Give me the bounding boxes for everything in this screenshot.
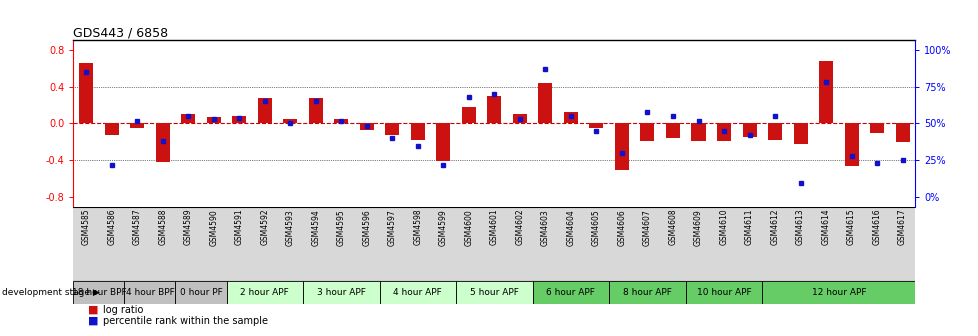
Bar xyxy=(257,98,272,124)
Text: GSM4592: GSM4592 xyxy=(260,209,269,246)
Bar xyxy=(436,124,450,161)
Bar xyxy=(411,124,424,140)
Bar xyxy=(206,117,220,124)
Text: GSM4612: GSM4612 xyxy=(770,209,778,245)
Text: 12 hour APF: 12 hour APF xyxy=(811,288,866,297)
Text: GSM4614: GSM4614 xyxy=(821,209,829,246)
Text: GSM4597: GSM4597 xyxy=(387,209,396,246)
Text: ■: ■ xyxy=(88,316,99,326)
Text: GSM4587: GSM4587 xyxy=(133,209,142,246)
Text: GSM4606: GSM4606 xyxy=(617,209,626,246)
Bar xyxy=(283,119,297,124)
Text: GSM4613: GSM4613 xyxy=(795,209,804,246)
Text: GSM4602: GSM4602 xyxy=(514,209,524,246)
Text: GSM4603: GSM4603 xyxy=(541,209,550,246)
Bar xyxy=(308,98,323,124)
Bar xyxy=(762,281,914,304)
Text: GSM4610: GSM4610 xyxy=(719,209,728,246)
Bar xyxy=(640,124,654,141)
Bar xyxy=(895,124,909,142)
Text: 4 hour APF: 4 hour APF xyxy=(393,288,442,297)
Bar xyxy=(333,119,348,124)
Bar xyxy=(512,114,526,124)
Text: GSM4590: GSM4590 xyxy=(209,209,218,246)
Bar xyxy=(538,83,552,124)
Text: 5 hour APF: 5 hour APF xyxy=(469,288,518,297)
Text: 4 hour BPF: 4 hour BPF xyxy=(125,288,174,297)
Bar xyxy=(385,124,399,135)
Bar xyxy=(741,124,756,137)
Text: GSM4593: GSM4593 xyxy=(286,209,294,246)
Bar xyxy=(303,281,379,304)
Bar xyxy=(614,124,628,170)
Bar xyxy=(462,107,475,124)
Text: GSM4617: GSM4617 xyxy=(897,209,907,246)
Bar xyxy=(844,124,858,166)
Text: GSM4615: GSM4615 xyxy=(846,209,855,246)
Text: GSM4601: GSM4601 xyxy=(489,209,499,246)
Bar xyxy=(360,124,374,130)
Text: 8 hour APF: 8 hour APF xyxy=(622,288,671,297)
Text: 6 hour APF: 6 hour APF xyxy=(546,288,595,297)
Bar xyxy=(232,116,246,124)
Text: GSM4607: GSM4607 xyxy=(643,209,651,246)
Text: GSM4586: GSM4586 xyxy=(107,209,116,246)
Bar xyxy=(130,124,144,128)
Text: GSM4595: GSM4595 xyxy=(336,209,345,246)
Bar xyxy=(379,281,456,304)
Text: GSM4594: GSM4594 xyxy=(311,209,320,246)
Text: GSM4608: GSM4608 xyxy=(668,209,677,246)
Text: ■: ■ xyxy=(88,305,99,315)
Bar xyxy=(156,124,169,162)
Text: GSM4609: GSM4609 xyxy=(693,209,702,246)
Text: 3 hour APF: 3 hour APF xyxy=(317,288,366,297)
Text: percentile rank within the sample: percentile rank within the sample xyxy=(103,316,268,326)
Bar xyxy=(181,114,195,124)
Text: GSM4605: GSM4605 xyxy=(592,209,600,246)
Text: GSM4596: GSM4596 xyxy=(362,209,371,246)
Bar xyxy=(105,124,118,135)
Bar xyxy=(79,64,93,124)
Bar xyxy=(690,124,705,141)
Bar xyxy=(226,281,303,304)
Text: GSM4611: GSM4611 xyxy=(744,209,753,245)
Bar xyxy=(767,124,781,140)
Text: 0 hour PF: 0 hour PF xyxy=(179,288,222,297)
Text: GSM4604: GSM4604 xyxy=(566,209,575,246)
Bar xyxy=(73,281,124,304)
Bar xyxy=(793,124,807,144)
Text: GSM4616: GSM4616 xyxy=(871,209,881,246)
Text: 10 hour APF: 10 hour APF xyxy=(696,288,750,297)
Bar xyxy=(563,113,577,124)
Bar xyxy=(532,281,608,304)
Bar xyxy=(124,281,175,304)
Text: GSM4599: GSM4599 xyxy=(438,209,447,246)
Bar xyxy=(487,96,501,124)
Bar xyxy=(685,281,762,304)
Bar xyxy=(716,124,731,141)
Text: GSM4591: GSM4591 xyxy=(235,209,244,246)
Text: 18 hour BPF: 18 hour BPF xyxy=(71,288,126,297)
Bar xyxy=(819,61,832,124)
Text: GSM4598: GSM4598 xyxy=(413,209,422,246)
Text: GSM4585: GSM4585 xyxy=(81,209,91,246)
Bar xyxy=(175,281,226,304)
Bar xyxy=(608,281,685,304)
Text: GSM4600: GSM4600 xyxy=(464,209,473,246)
Text: GSM4589: GSM4589 xyxy=(184,209,193,246)
Bar xyxy=(589,124,602,128)
Text: log ratio: log ratio xyxy=(103,305,143,315)
Bar xyxy=(869,124,883,133)
Text: GDS443 / 6858: GDS443 / 6858 xyxy=(73,26,168,39)
Text: 2 hour APF: 2 hour APF xyxy=(241,288,289,297)
Bar xyxy=(456,281,532,304)
Bar xyxy=(665,124,680,138)
Text: development stage ▶: development stage ▶ xyxy=(2,288,100,297)
Text: GSM4588: GSM4588 xyxy=(158,209,167,245)
